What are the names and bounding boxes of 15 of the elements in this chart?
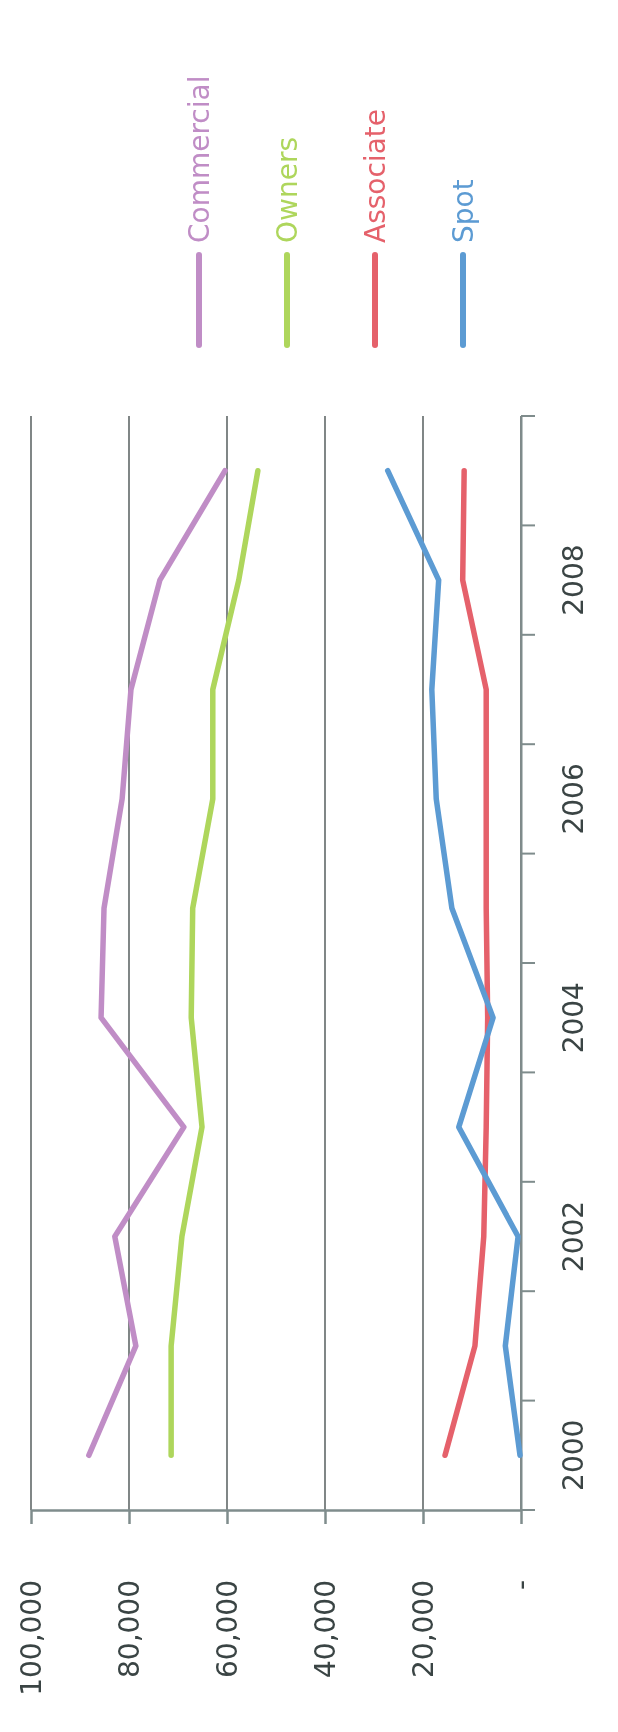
text: Owners xyxy=(270,136,304,243)
x-tick-label: 20,000 xyxy=(407,1580,441,1678)
x-tick-label: 100,000 xyxy=(15,1580,49,1696)
x-tick-label: 40,000 xyxy=(309,1580,343,1678)
text: Commercial xyxy=(182,75,216,243)
text: Spot xyxy=(446,179,480,243)
x-tick-label: 60,000 xyxy=(211,1580,245,1678)
y-tick-label: 2000 xyxy=(557,1419,590,1491)
y-tick-label: 2006 xyxy=(557,763,590,835)
y-tick-label: 2008 xyxy=(557,544,590,616)
x-tick-label: 80,000 xyxy=(113,1580,147,1678)
y-tick-label: 2002 xyxy=(557,1200,590,1273)
y-tick-label: 2004 xyxy=(557,982,590,1054)
x-tick-label: - xyxy=(505,1580,539,1591)
text: Associate xyxy=(358,109,392,243)
